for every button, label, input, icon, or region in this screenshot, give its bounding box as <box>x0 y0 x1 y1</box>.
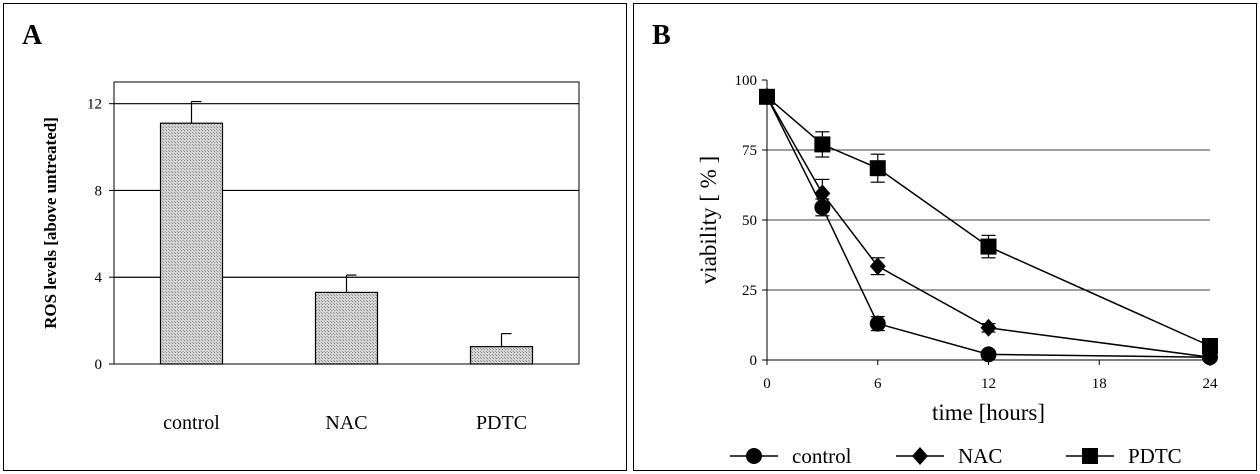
data-point <box>1202 338 1218 354</box>
y-tick-label: 0 <box>95 357 103 373</box>
data-point <box>980 346 997 363</box>
y-tick-label: 8 <box>95 183 103 199</box>
x-axis-label: time [hours] <box>932 400 1045 425</box>
data-point <box>980 238 997 255</box>
y-tick-label: 25 <box>742 283 757 299</box>
y-tick-label: 0 <box>750 353 758 369</box>
y-tick-label: 100 <box>735 73 758 89</box>
panel-a: A 0 4 8 12 control NAC PDTC ROS levels [above u… <box>3 3 627 471</box>
line-chart: 0 25 50 75 100 0 6 12 18 24 time [hours] viability … <box>696 73 1219 468</box>
legend-label: control <box>792 444 852 468</box>
y-tick-label: 4 <box>95 270 103 286</box>
data-point <box>814 184 831 203</box>
data-point <box>869 315 886 332</box>
series-nac <box>759 87 1218 367</box>
legend-label: NAC <box>958 444 1002 468</box>
panel-b-letter: B <box>652 20 671 51</box>
x-tick-label: 12 <box>981 376 996 392</box>
y-tick-label: 50 <box>742 213 757 229</box>
legend-marker <box>746 448 762 464</box>
panel-a-letter: A <box>22 20 43 51</box>
data-point <box>869 257 886 276</box>
series-line <box>766 96 1211 358</box>
data-point <box>759 88 775 105</box>
x-tick-label: 18 <box>1092 376 1107 392</box>
y-tick-label: 12 <box>87 97 102 113</box>
series-line <box>766 96 1211 347</box>
legend: control NAC PDTC <box>730 444 1182 468</box>
y-tick-label: 75 <box>742 143 757 159</box>
bar-chart: 0 4 8 12 control NAC PDTC ROS levels [above unt… <box>41 81 580 434</box>
legend-marker <box>1082 448 1098 464</box>
legend-marker <box>912 447 928 465</box>
category-label: control <box>163 412 220 434</box>
data-point <box>980 318 997 337</box>
x-tick-label: 6 <box>874 376 882 392</box>
bar <box>314 291 379 365</box>
data-point <box>814 136 831 153</box>
category-label: PDTC <box>476 412 527 434</box>
panel-b: B 0 25 50 75 100 0 6 12 18 24 time [hours] viabilit… <box>633 3 1257 471</box>
x-tick-label: 0 <box>763 376 771 392</box>
data-point <box>869 160 886 177</box>
y-axis-label: ROS levels [above untreated] <box>41 117 60 329</box>
category-label: NAC <box>325 412 367 434</box>
y-axis-label: viability [ % ] <box>696 156 721 284</box>
legend-label: PDTC <box>1128 444 1182 468</box>
x-tick-label: 24 <box>1203 376 1219 392</box>
series-line <box>766 96 1211 358</box>
bar <box>159 122 224 365</box>
series-pdtc <box>759 88 1218 354</box>
bar <box>469 346 534 365</box>
